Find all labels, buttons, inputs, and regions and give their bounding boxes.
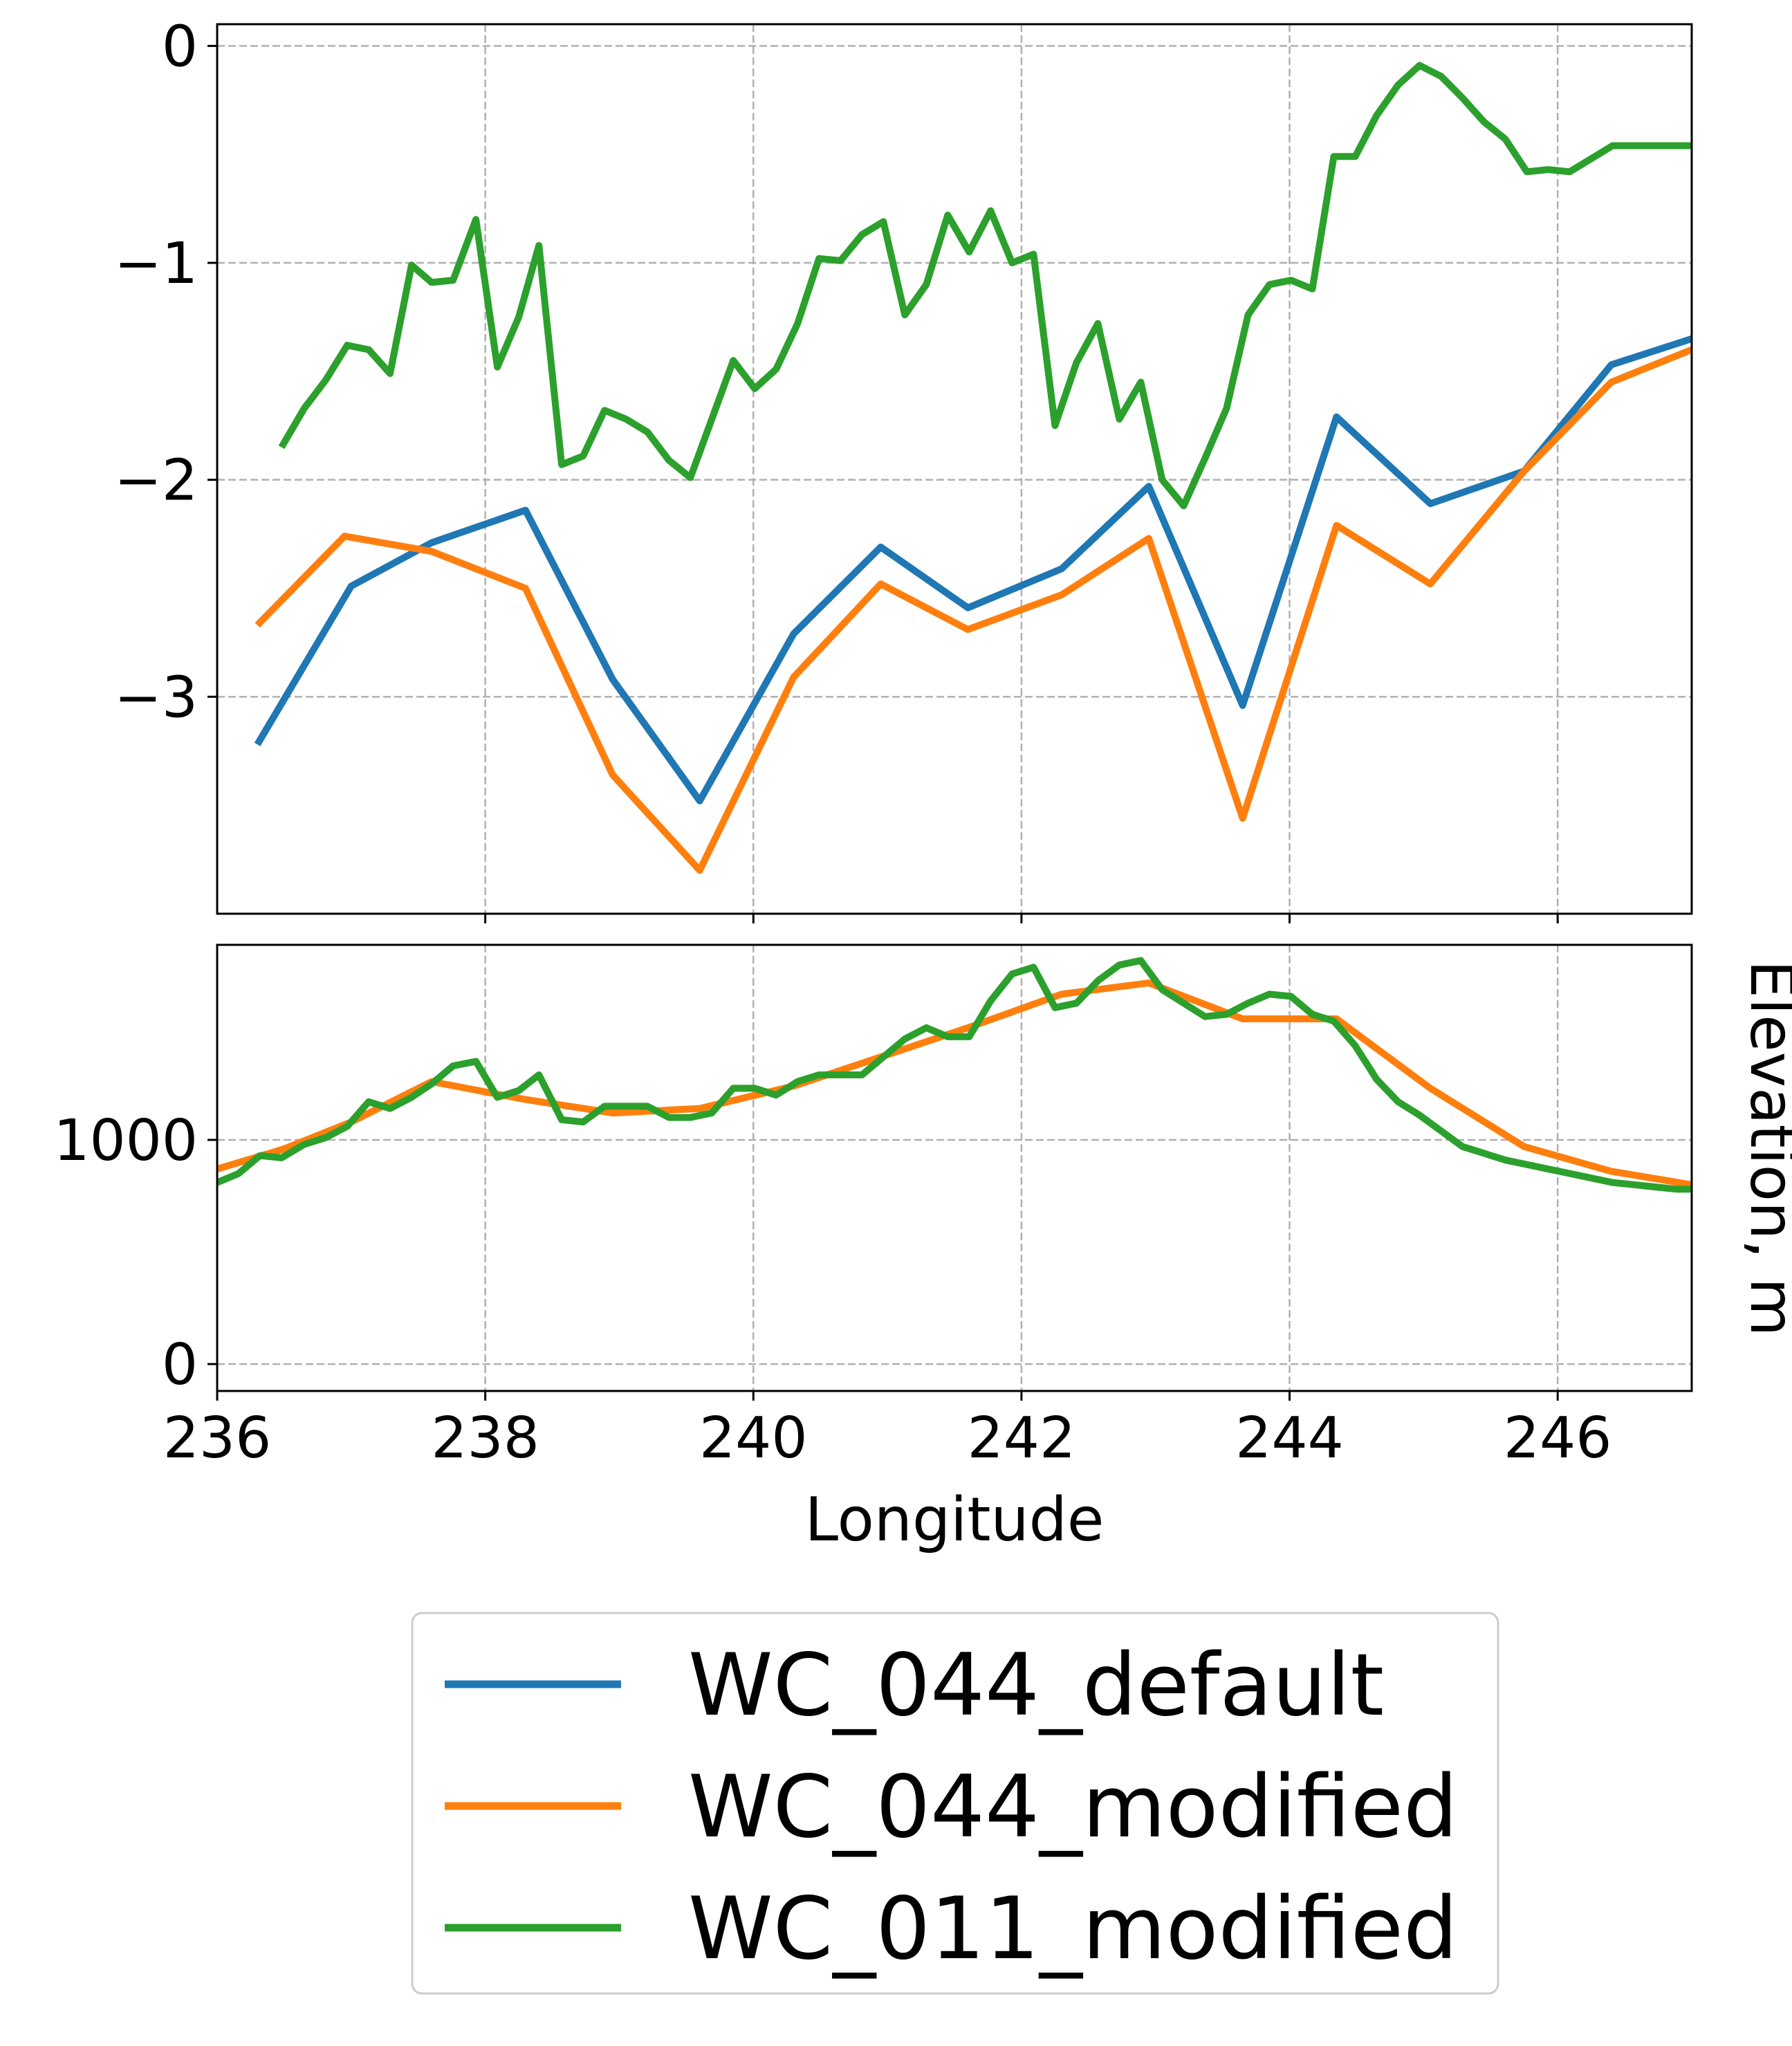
x-tick-label-246: 246 <box>1504 1406 1612 1471</box>
series-line-top-wc-044-modified <box>255 346 1692 874</box>
bottom-series <box>217 957 1692 1193</box>
x-tick-label-238: 238 <box>431 1406 539 1471</box>
top-ticks <box>207 44 1559 923</box>
top-y-tick-labels: 0 −1 −2 −3 <box>114 14 198 730</box>
bottom-axes-frame <box>216 943 1693 1392</box>
x-tick-label-240: 240 <box>699 1406 808 1471</box>
legend: WC_044_default WC_044_modified WC_011_mo… <box>411 1612 1499 1995</box>
series-line-top-wc-011-modified <box>278 62 1692 510</box>
y-tick-label-2: −2 <box>114 448 198 514</box>
top-axes-frame <box>216 23 1693 915</box>
y-tick-label-0: 0 <box>162 1332 198 1398</box>
series-line-top-wc-044-default <box>254 335 1692 804</box>
legend-label-wc-044-modified: WC_044_modified <box>688 1758 1458 1857</box>
y-tick-label-0: 0 <box>162 14 198 80</box>
legend-label-wc-044-default: WC_044_default <box>688 1636 1384 1735</box>
bottom-grid <box>217 945 1692 1391</box>
y-tick-label-1: −1 <box>114 231 198 297</box>
top-series <box>254 62 1692 874</box>
y-axis-title-right: Elevation, m <box>1737 960 1792 1336</box>
bottom-x-tick-labels: 236 238 240 242 244 246 <box>163 1406 1612 1471</box>
x-tick-label-242: 242 <box>968 1406 1076 1471</box>
series-line-bottom-wc-011-modified <box>217 957 1692 1193</box>
y-tick-label-3: −3 <box>114 665 198 730</box>
top-panel: 0 −1 −2 −3 <box>114 14 1693 923</box>
legend-box <box>411 1612 1499 1995</box>
bottom-y-tick-labels: 0 1000 <box>53 1108 198 1398</box>
bottom-panel: 0 1000 236 238 240 242 244 246 Longitude Eleva… <box>53 943 1792 1555</box>
y-tick-label-1: 1000 <box>53 1108 198 1174</box>
series-line-bottom-wc-044-modified <box>217 979 1692 1188</box>
x-tick-label-244: 244 <box>1235 1406 1344 1471</box>
legend-label-wc-011-modified: WC_011_modified <box>688 1879 1458 1979</box>
bottom-ticks <box>207 1139 1559 1401</box>
x-axis-title: Longitude <box>805 1484 1105 1555</box>
x-tick-label-236: 236 <box>163 1406 272 1471</box>
top-grid <box>217 24 1692 914</box>
